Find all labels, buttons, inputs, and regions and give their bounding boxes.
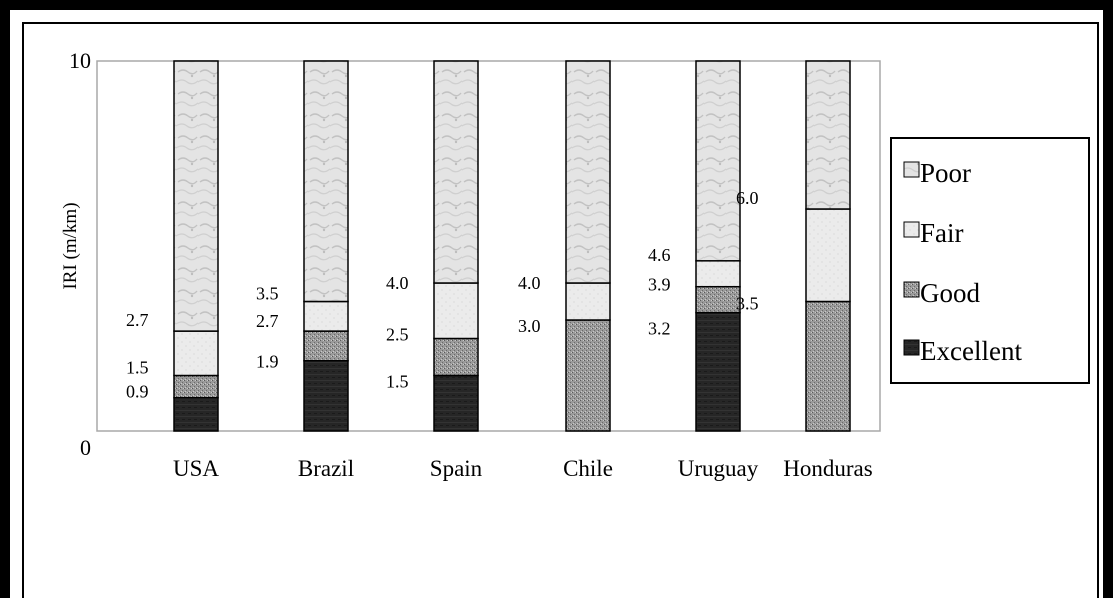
data-label-honduras-1: 6.0 [736,188,759,208]
bar-honduras-fair [805,208,851,303]
bar-honduras-good [805,300,851,432]
data-label-uruguay-2: 4.6 [648,245,671,265]
y-tick-max: 10 [69,48,91,73]
bar-spain-good [433,337,479,377]
bar-uruguay-good [695,285,741,314]
data-label-spain-0: 1.5 [386,372,409,392]
data-label-honduras-0: 3.5 [736,294,759,314]
legend-swatch-good [903,281,920,298]
y-axis-label: IRI (m/km) [60,202,81,289]
data-label-group: 0.9 1.5 2.7 1.9 2.7 3.5 1.5 2.5 4.0 3.0 4.0 3.2 3.9 4… [126,188,759,402]
data-label-chile-1: 4.0 [518,273,541,293]
data-label-spain-2: 4.0 [386,273,409,293]
bar-uruguay-fair [695,260,741,288]
legend-swatch-excellent [903,339,920,356]
bar-spain-poor [433,60,479,284]
category-label-group: USA Brazil Spain Chile Uruguay Honduras [173,456,873,481]
data-label-uruguay-1: 3.9 [648,275,671,295]
bar-brazil-excellent [303,359,349,432]
data-label-spain-1: 2.5 [386,325,409,345]
y-tick-min: 0 [80,435,91,460]
bar-group [173,60,851,432]
x-tick-usa: USA [173,456,219,481]
x-tick-uruguay: Uruguay [678,456,759,481]
bar-chile-poor [565,60,611,284]
legend-label-fair: Fair [920,218,964,248]
bar-brazil-fair [303,300,349,332]
x-tick-honduras: Honduras [783,456,872,481]
data-label-usa-0: 0.9 [126,382,149,402]
data-label-brazil-1: 2.7 [256,311,279,331]
data-label-usa-1: 1.5 [126,358,149,378]
bar-usa-fair [173,330,219,377]
bar-uruguay-poor [695,60,741,262]
x-tick-brazil: Brazil [298,456,354,481]
bar-spain-excellent [433,374,479,432]
bar-usa-excellent [173,396,219,432]
legend-box [890,137,1090,384]
bar-usa-poor [173,60,219,332]
bar-uruguay-excellent [695,311,741,432]
bar-chile-fair [565,282,611,321]
bar-usa-good [173,374,219,399]
bar-chile-good [565,319,611,432]
legend-label-good: Good [920,278,980,308]
x-tick-chile: Chile [563,456,613,481]
legend-label-excellent: Excellent [920,336,1022,366]
bar-brazil-good [303,330,349,362]
x-tick-spain: Spain [430,456,483,481]
bar-spain-fair [433,282,479,340]
legend-label-poor: Poor [920,158,971,188]
data-label-usa-2: 2.7 [126,310,149,330]
data-label-chile-0: 3.0 [518,316,541,336]
legend-swatch-poor [903,161,920,178]
data-label-uruguay-0: 3.2 [648,319,671,339]
plot-area [96,60,881,432]
bar-honduras-poor [805,60,851,210]
legend-swatch-fair [903,221,920,238]
data-label-brazil-2: 3.5 [256,284,279,304]
data-label-brazil-0: 1.9 [256,352,279,372]
bar-brazil-poor [303,60,349,303]
legend: Poor Fair Good Excellent [890,137,1090,384]
